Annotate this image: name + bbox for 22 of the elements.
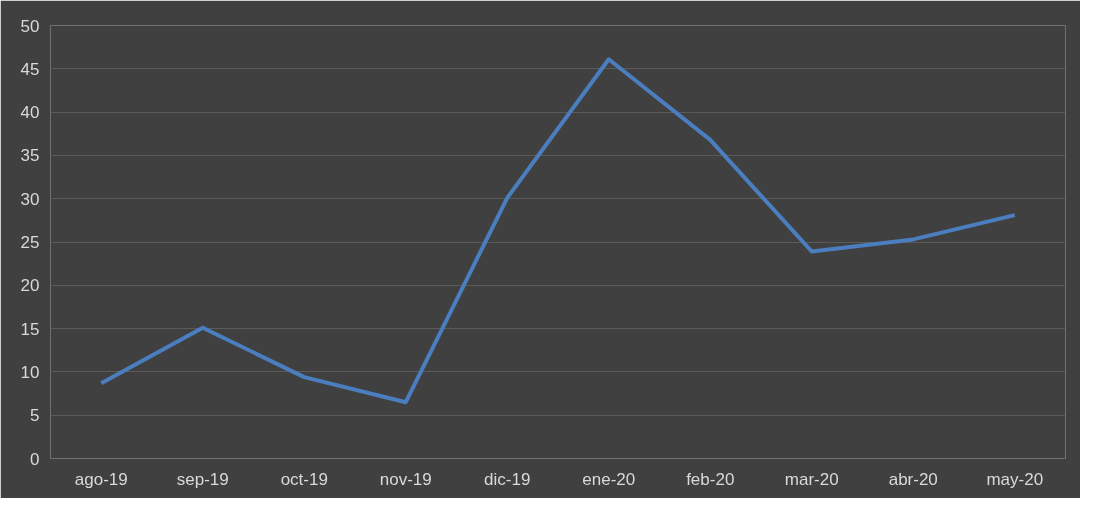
y-tick-label: 45 — [20, 59, 40, 79]
y-tick-label: 30 — [20, 189, 40, 209]
line-series — [99, 57, 1017, 405]
x-tick-label: feb-20 — [686, 469, 735, 489]
x-tick-label: may-20 — [986, 469, 1044, 489]
y-tick-label: 15 — [20, 319, 40, 339]
x-tick-label: sep-19 — [176, 469, 229, 489]
y-tick-label: 50 — [20, 16, 40, 36]
y-tick-label: 35 — [20, 146, 40, 166]
y-tick-label: 10 — [20, 362, 40, 382]
x-tick-label: abr-20 — [888, 469, 938, 489]
x-tick-label: nov-19 — [379, 469, 432, 489]
x-tick-label: ago-19 — [74, 469, 128, 489]
y-tick-label: 0 — [30, 449, 40, 469]
x-tick-label: ene-20 — [582, 469, 636, 489]
y-tick-label: 20 — [20, 276, 40, 296]
y-tick-label: 25 — [20, 233, 40, 252]
x-tick-label: oct-19 — [280, 469, 328, 489]
y-tick-label: 40 — [20, 103, 40, 123]
x-tick-label: mar-20 — [784, 469, 839, 489]
y-tick-label: 5 — [30, 406, 40, 426]
x-tick-label: dic-19 — [484, 469, 531, 489]
